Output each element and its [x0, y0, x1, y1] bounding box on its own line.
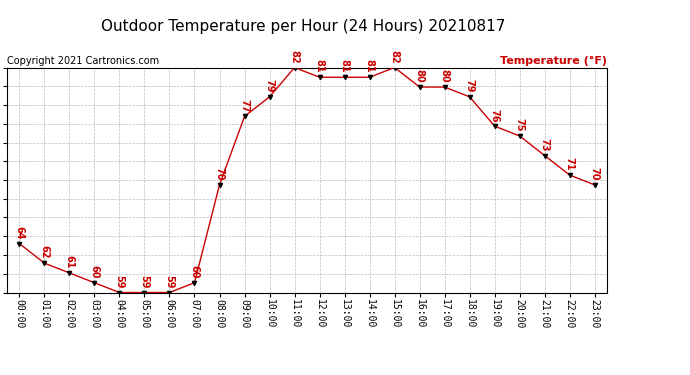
Text: 82: 82 — [290, 50, 299, 63]
Text: 77: 77 — [239, 99, 250, 112]
Text: 59: 59 — [139, 275, 150, 288]
Text: 81: 81 — [315, 60, 324, 73]
Text: 71: 71 — [564, 158, 575, 171]
Text: 76: 76 — [490, 108, 500, 122]
Text: Outdoor Temperature per Hour (24 Hours) 20210817: Outdoor Temperature per Hour (24 Hours) … — [101, 19, 506, 34]
Text: Temperature (°F): Temperature (°F) — [500, 56, 607, 66]
Text: 81: 81 — [364, 60, 375, 73]
Text: 79: 79 — [464, 79, 475, 93]
Text: 75: 75 — [515, 118, 524, 132]
Text: 70: 70 — [590, 167, 600, 181]
Text: 79: 79 — [264, 79, 275, 93]
Text: 64: 64 — [14, 226, 24, 239]
Text: 73: 73 — [540, 138, 550, 152]
Text: Copyright 2021 Cartronics.com: Copyright 2021 Cartronics.com — [7, 56, 159, 66]
Text: 62: 62 — [39, 246, 50, 259]
Text: 82: 82 — [390, 50, 400, 63]
Text: 70: 70 — [215, 167, 224, 181]
Text: 59: 59 — [115, 275, 124, 288]
Text: 60: 60 — [190, 265, 199, 279]
Text: 81: 81 — [339, 60, 350, 73]
Text: 59: 59 — [164, 275, 175, 288]
Text: 80: 80 — [415, 69, 424, 83]
Text: 61: 61 — [64, 255, 75, 269]
Text: 60: 60 — [90, 265, 99, 279]
Text: 80: 80 — [440, 69, 450, 83]
